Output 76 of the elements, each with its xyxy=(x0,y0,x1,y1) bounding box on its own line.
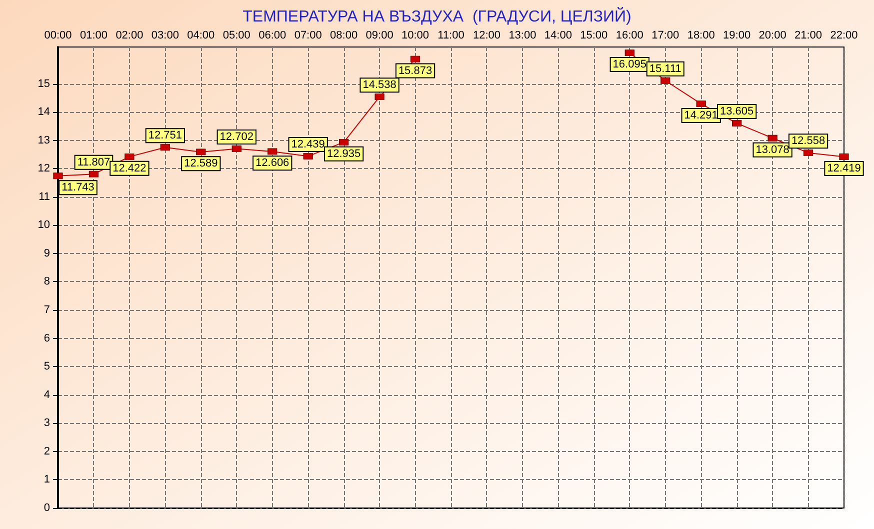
point xyxy=(88,170,98,178)
x-tick-label: 06:00 xyxy=(258,30,286,42)
point xyxy=(804,150,814,156)
y-tick-label: 7 xyxy=(44,304,50,316)
y-tick-label: 0 xyxy=(44,502,50,514)
point xyxy=(339,138,349,146)
data-label: 12.606 xyxy=(256,157,290,170)
y-tick-label: 6 xyxy=(44,332,50,344)
chart-title: ТЕМПЕРАТУРА НА ВЪЗДУХА (ГРАДУСИ, ЦЕЛЗИЙ) xyxy=(242,6,632,26)
data-label: 11.807 xyxy=(77,156,110,168)
data-label: 12.558 xyxy=(791,135,826,148)
point xyxy=(839,154,849,160)
data-label: 13.605 xyxy=(720,106,754,118)
y-tick-label: 1 xyxy=(44,474,50,486)
data-label: 12.935 xyxy=(326,148,361,160)
point xyxy=(410,56,420,62)
point xyxy=(303,152,313,160)
y-tick-label: 10 xyxy=(38,219,50,232)
data-label: 12.702 xyxy=(220,131,254,144)
x-tick-label: 14:00 xyxy=(544,30,572,42)
data-label: 11.743 xyxy=(62,182,94,194)
y-tick-label: 11 xyxy=(38,190,50,203)
y-tick-label: 4 xyxy=(44,388,50,401)
point xyxy=(268,148,278,155)
x-tick-label: 09:00 xyxy=(366,30,394,42)
point xyxy=(732,120,742,126)
y-tick-label: 8 xyxy=(44,276,50,288)
x-tick-label: 04:00 xyxy=(187,30,215,42)
x-tick-label: 13:00 xyxy=(508,30,536,42)
x-tick-label: 16:00 xyxy=(616,30,644,42)
point xyxy=(696,100,706,108)
x-tick-label: 11:00 xyxy=(438,30,464,42)
x-tick-label: 01:00 xyxy=(80,30,108,42)
point xyxy=(374,94,384,100)
data-label: 12.589 xyxy=(184,158,218,170)
point xyxy=(53,172,63,180)
data-label: 12.422 xyxy=(112,162,146,174)
data-label: 12.439 xyxy=(291,138,325,150)
data-label: 14.291 xyxy=(684,110,718,122)
point xyxy=(196,148,206,156)
x-tick-label: 12:00 xyxy=(472,30,500,42)
y-tick-label: 2 xyxy=(44,445,50,458)
point xyxy=(624,50,634,56)
data-label: 12.419 xyxy=(827,162,861,174)
x-tick-label: 15:00 xyxy=(580,30,608,42)
x-tick-label: 18:00 xyxy=(687,30,715,42)
y-tick-label: 12 xyxy=(38,162,50,175)
x-tick-label: 00:00 xyxy=(44,30,72,42)
data-label: 14.538 xyxy=(362,79,396,92)
y-tick-label: 5 xyxy=(44,360,50,373)
y-tick-label: 13 xyxy=(38,134,50,146)
data-label: 12.751 xyxy=(148,130,182,142)
x-tick-label: 03:00 xyxy=(151,30,179,42)
data-label: 13.078 xyxy=(756,144,790,156)
x-tick-label: 19:00 xyxy=(723,30,751,42)
x-tick-label: 20:00 xyxy=(758,30,786,42)
x-tick-label: 22:00 xyxy=(830,30,858,42)
data-label: 15.873 xyxy=(398,64,432,77)
point xyxy=(768,134,778,142)
x-tick-label: 10:00 xyxy=(402,30,430,42)
point xyxy=(660,77,670,84)
x-tick-label: 21:00 xyxy=(794,30,822,42)
y-tick-label: 14 xyxy=(38,106,50,118)
x-tick-label: 02:00 xyxy=(116,30,144,42)
data-label: 16.095 xyxy=(612,58,646,70)
point xyxy=(124,153,134,160)
x-tick-label: 08:00 xyxy=(330,30,358,42)
x-tick-label: 05:00 xyxy=(222,30,250,42)
y-tick-label: 15 xyxy=(38,78,50,90)
y-tick-label: 3 xyxy=(44,417,50,430)
point xyxy=(232,146,242,152)
y-tick-label: 9 xyxy=(44,247,50,260)
x-tick-label: 17:00 xyxy=(652,30,680,42)
point xyxy=(160,144,170,151)
x-tick-label: 07:00 xyxy=(294,30,322,42)
data-label: 15.111 xyxy=(649,62,682,75)
